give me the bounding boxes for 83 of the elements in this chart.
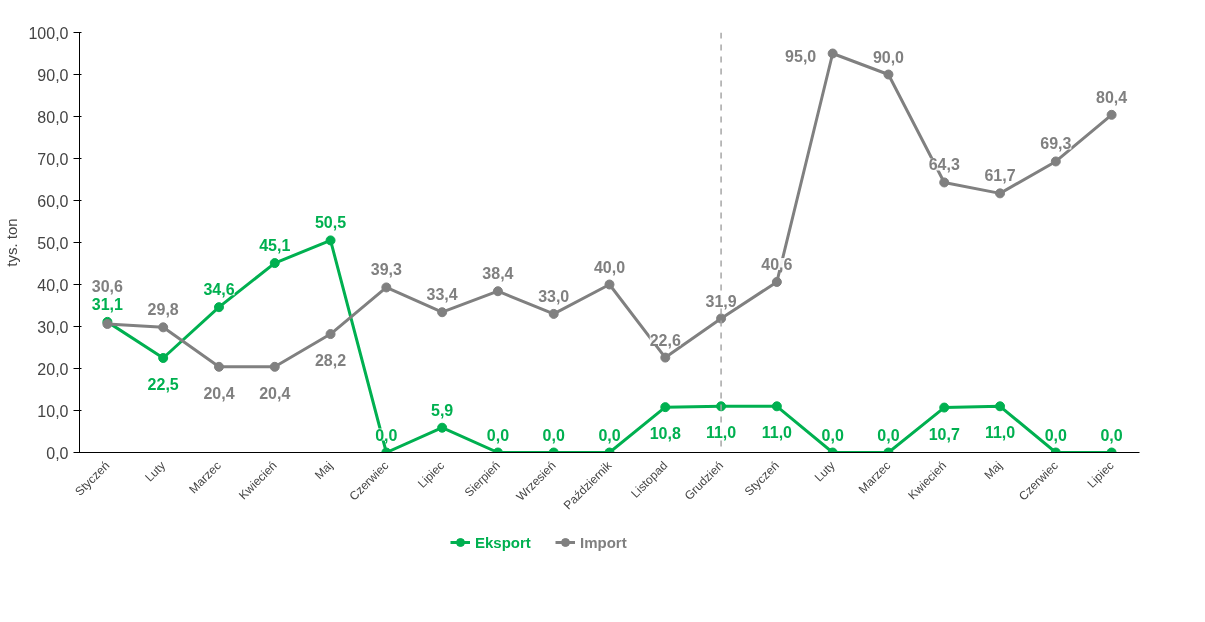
x-tick-label: Luty	[811, 458, 838, 485]
data-label: 5,9	[431, 401, 454, 419]
data-label: 80,4	[1096, 88, 1128, 106]
data-label: 61,7	[984, 167, 1016, 185]
data-label: 11,0	[761, 424, 793, 442]
data-label: 29,8	[147, 301, 179, 319]
data-label: 33,4	[426, 286, 458, 304]
point	[381, 282, 392, 293]
data-label: 31,1	[91, 295, 124, 313]
data-label: 34,6	[203, 281, 235, 299]
y-tick-label: 60,0	[37, 192, 69, 210]
x-tick-label: Luty	[142, 458, 169, 485]
point	[995, 188, 1006, 199]
point	[939, 177, 950, 188]
point	[325, 329, 336, 340]
data-label: 45,1	[259, 237, 291, 255]
point	[269, 258, 280, 269]
data-label: 64,3	[928, 156, 960, 174]
data-label: 20,4	[259, 384, 291, 402]
y-tick-label: 50,0	[37, 234, 69, 252]
point	[1106, 109, 1117, 120]
data-label: 0,0	[1044, 426, 1068, 444]
point	[660, 352, 671, 363]
point	[883, 69, 894, 80]
legend-label: Eksport	[475, 533, 531, 551]
legend-label: Import	[580, 533, 627, 551]
data-label: 10,8	[649, 425, 681, 443]
x-tick-label: Maj	[981, 458, 1005, 483]
point	[437, 307, 448, 318]
data-label: 40,6	[761, 255, 793, 273]
point	[660, 402, 671, 413]
y-tick-label: 30,0	[37, 318, 69, 336]
data-label: 10,7	[928, 425, 960, 443]
data-label: 39,3	[370, 261, 403, 279]
data-label: 40,0	[593, 258, 626, 276]
data-label: 33,0	[538, 287, 570, 305]
y-tick-label: 0,0	[46, 444, 69, 462]
data-label: 22,5	[147, 376, 179, 393]
point	[437, 422, 448, 433]
y-tick-label: 20,0	[37, 360, 69, 378]
point	[213, 302, 224, 313]
data-label: 0,0	[375, 426, 398, 444]
data-label: 11,0	[705, 424, 737, 442]
point	[492, 286, 503, 297]
data-label: 90,0	[872, 48, 905, 66]
y-tick-label: 80,0	[37, 108, 69, 126]
point	[716, 313, 727, 324]
point	[604, 279, 615, 290]
data-label: 11,0	[984, 424, 1016, 442]
data-label: 31,9	[705, 292, 737, 310]
data-label: 95,0	[785, 47, 817, 65]
y-tick-label: 90,0	[37, 66, 69, 84]
point	[1050, 156, 1061, 167]
x-tick-label: Maj	[311, 458, 336, 483]
y-axis-title: tys. ton	[3, 218, 21, 267]
point	[827, 48, 838, 59]
data-label: 50,5	[314, 214, 347, 232]
data-label: 20,4	[203, 384, 235, 402]
data-label: 0,0	[598, 426, 621, 444]
point	[939, 402, 950, 413]
point	[771, 401, 782, 412]
point	[771, 276, 782, 287]
data-label: 22,6	[649, 331, 681, 349]
y-tick-label: 100,0	[28, 24, 69, 42]
point	[995, 401, 1006, 412]
point	[548, 308, 559, 319]
data-label: 0,0	[542, 426, 565, 444]
point	[269, 361, 280, 372]
data-label: 38,4	[482, 265, 514, 283]
point	[158, 322, 169, 333]
data-label: 30,6	[91, 277, 124, 295]
y-tick-label: 40,0	[37, 276, 69, 294]
data-label: 0,0	[1100, 426, 1123, 444]
data-label: 28,2	[314, 352, 347, 370]
data-label: 0,0	[821, 426, 844, 444]
point	[158, 353, 169, 363]
data-label: 0,0	[877, 426, 900, 444]
point	[213, 361, 224, 372]
data-label: 69,3	[1040, 135, 1072, 153]
data-label: 0,0	[486, 426, 510, 444]
y-tick-label: 70,0	[37, 150, 69, 168]
point	[325, 235, 336, 246]
y-tick-label: 10,0	[37, 402, 69, 420]
